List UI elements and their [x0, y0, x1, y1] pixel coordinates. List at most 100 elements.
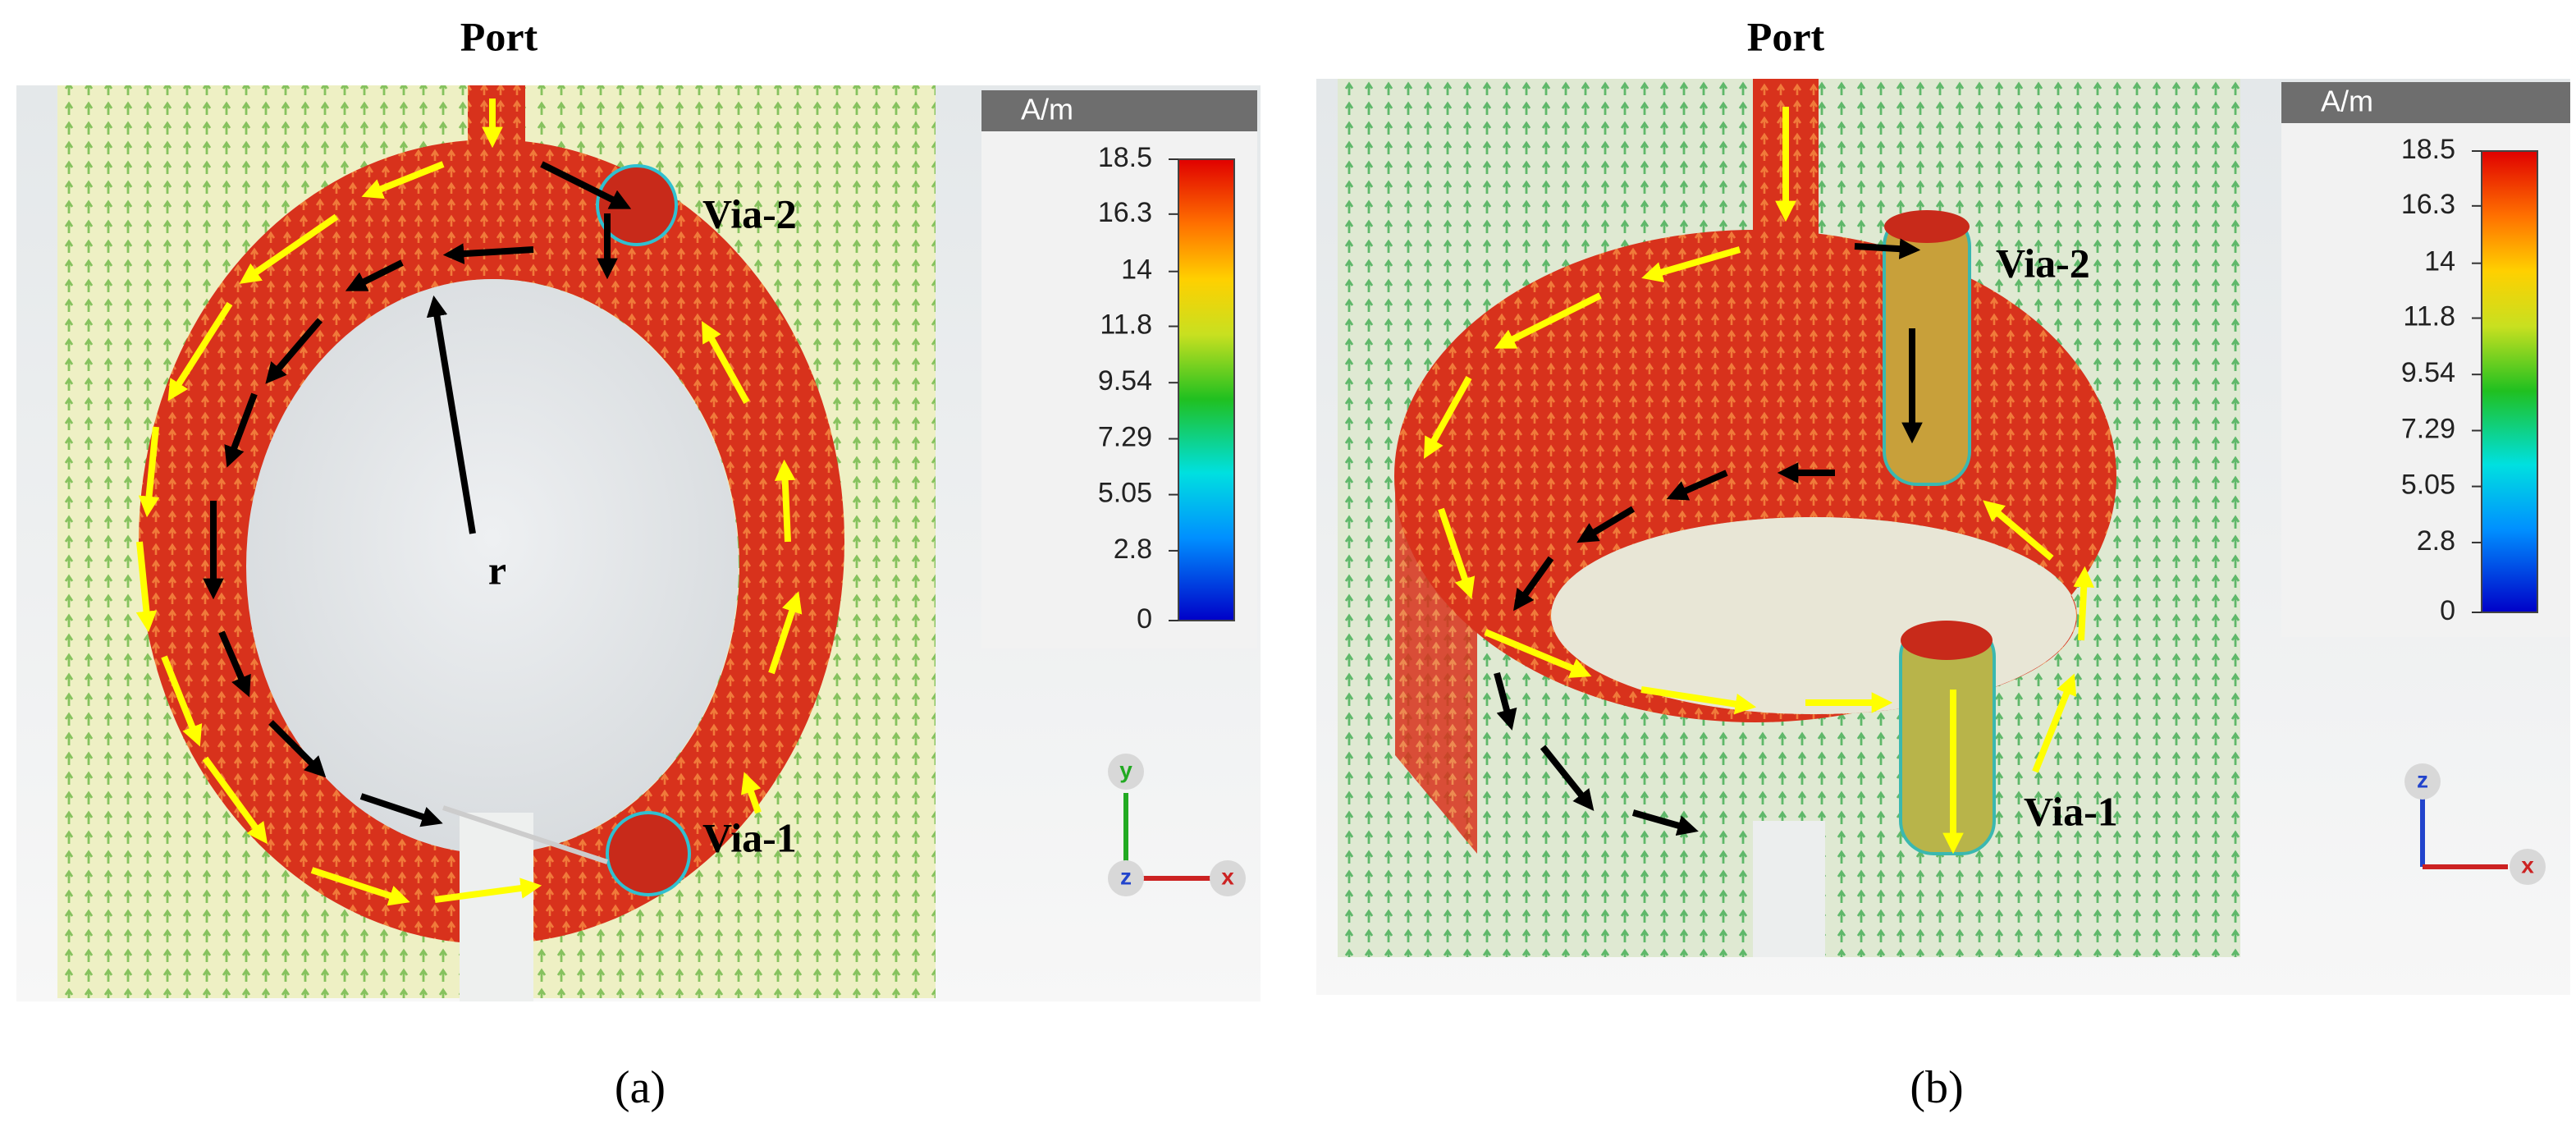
- current-arrow: [268, 720, 327, 778]
- colorbar-a: A/m: [981, 90, 1257, 648]
- current-arrow: [774, 459, 796, 543]
- ring-hole: [246, 279, 739, 854]
- colorbar-unit: A/m: [2321, 85, 2373, 118]
- feed-line: [468, 85, 525, 156]
- panel-caption: (a): [615, 1062, 666, 1113]
- current-arrow: [359, 793, 443, 827]
- current-arrow: [1438, 507, 1476, 599]
- current-arrow: [1424, 376, 1472, 459]
- current-arrow: [2032, 673, 2077, 773]
- via-1-label: Via-1: [2024, 788, 2118, 834]
- current-arrow: [426, 295, 476, 534]
- current-arrow: [434, 878, 542, 903]
- via-2: [1883, 212, 1971, 486]
- axis-label: x: [2521, 852, 2534, 878]
- current-arrow: [361, 161, 445, 199]
- via-2: [596, 164, 678, 246]
- colorbar-tick-label: 14: [2424, 246, 2455, 277]
- colorbar-tick-label: 11.8: [2403, 301, 2455, 332]
- axis-label: x: [1221, 864, 1234, 889]
- colorbar-tick-label: 5.05: [1098, 478, 1152, 509]
- axis-bubble: [1210, 860, 1246, 896]
- via-2-label: Via-2: [702, 190, 797, 236]
- ring-gap: [460, 813, 533, 1001]
- current-arrow: [135, 541, 158, 633]
- port-label: Port: [1747, 13, 1825, 59]
- colorbar-header: [2281, 82, 2570, 123]
- axis-widget-a: y z x: [1108, 754, 1246, 896]
- colorbar-tick-label: 7.29: [2401, 414, 2455, 445]
- current-arrow: [1513, 556, 1554, 612]
- via-1-label: Via-1: [702, 814, 797, 860]
- colorbar-tick-label: 18.5: [2401, 134, 2455, 165]
- current-arrow: [768, 591, 803, 675]
- colorbar-tick-label: 9.54: [1098, 365, 1152, 396]
- colorbar-tick-label: 16.3: [2401, 189, 2455, 220]
- current-arrow: [540, 161, 632, 209]
- current-arrow: [1494, 292, 1602, 349]
- current-arrow: [2073, 566, 2095, 641]
- axis-bubble: [1108, 754, 1144, 790]
- current-arrow: [740, 772, 762, 814]
- colorbar: [2481, 150, 2538, 613]
- axis-widget-b: z x: [2404, 763, 2546, 885]
- colorbar-tick-label: 5.05: [2401, 470, 2455, 501]
- current-arrow: [224, 392, 258, 468]
- panel-caption: (b): [1910, 1062, 1963, 1113]
- current-arrow: [1854, 238, 1921, 259]
- colorbar-tick-label: 11.8: [1100, 309, 1152, 341]
- radius-label: r: [488, 547, 506, 593]
- current-arrow: [202, 756, 268, 845]
- current-arrow: [1983, 500, 2054, 561]
- axis-label: z: [1120, 864, 1132, 889]
- axis-bubble: [2510, 849, 2546, 885]
- current-arrow: [138, 426, 160, 518]
- colorbar-tick-label: 7.29: [1098, 422, 1152, 453]
- colorbar-tick-label: 0: [1137, 603, 1152, 635]
- current-arrow: [167, 301, 233, 401]
- current-arrow: [1576, 506, 1636, 543]
- gap-wire: [442, 805, 608, 864]
- colorbar-tick-label: 14: [1121, 254, 1152, 286]
- current-arrow: [442, 243, 534, 264]
- colorbar-header: [981, 90, 1257, 131]
- current-arrow: [702, 321, 750, 404]
- colorbar-tick-label: 18.5: [1098, 142, 1152, 173]
- port-label: Port: [460, 13, 538, 59]
- via-1-top: [1901, 621, 1993, 660]
- colorbar: [1178, 158, 1235, 621]
- current-arrows: [135, 99, 2095, 906]
- axis-bubble: [1108, 860, 1144, 896]
- axis-label: y: [1119, 757, 1132, 782]
- via-2-top: [1884, 210, 1970, 243]
- ring: [138, 140, 844, 944]
- ring-hole: [1551, 517, 2076, 714]
- current-arrow: [265, 318, 323, 384]
- current-arrow: [310, 867, 410, 906]
- colorbar-tick-label: 16.3: [1098, 197, 1152, 228]
- current-arrow: [1484, 629, 1592, 678]
- current-arrow: [1641, 246, 1741, 282]
- current-arrow: [1494, 671, 1517, 731]
- current-arrow: [345, 259, 404, 291]
- colorbar-tick-label: 9.54: [2401, 357, 2455, 388]
- current-arrow: [1631, 809, 1699, 836]
- colorbar-tick-label: 0: [2440, 595, 2455, 626]
- axis-label: z: [2417, 767, 2428, 792]
- axis-bubble: [2404, 763, 2441, 800]
- current-arrow: [1540, 745, 1595, 811]
- current-arrow: [1666, 470, 1728, 501]
- colorbar-tick-label: 2.8: [1114, 534, 1152, 565]
- current-arrow: [239, 213, 339, 284]
- colorbar-tick-label: 2.8: [2417, 525, 2455, 557]
- current-arrow: [161, 655, 203, 747]
- via-1: [606, 811, 691, 896]
- via-2-label: Via-2: [1996, 240, 2090, 286]
- current-arrow: [218, 630, 251, 698]
- ring-gap: [1753, 821, 1825, 957]
- current-arrow: [1640, 686, 1757, 715]
- colorbar-b: A/m: [2281, 82, 2570, 637]
- colorbar-unit: A/m: [1021, 93, 1073, 126]
